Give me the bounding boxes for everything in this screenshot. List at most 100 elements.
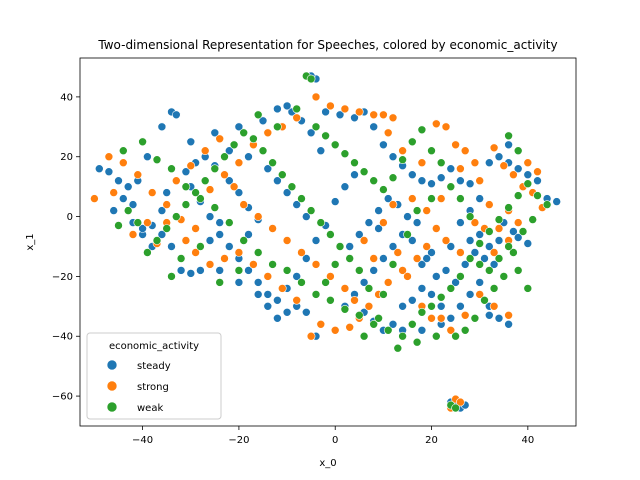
point-steady [446, 164, 456, 173]
x-tick-label: 0 [332, 435, 338, 446]
x-axis-label: x_0 [319, 458, 336, 469]
point-steady [523, 170, 533, 179]
point-steady [354, 230, 364, 239]
point-strong [436, 313, 446, 323]
point-steady [465, 179, 475, 188]
point-steady [292, 272, 302, 281]
point-steady [321, 107, 330, 117]
point-strong [470, 218, 480, 227]
point-weak [287, 182, 297, 191]
point-strong [186, 161, 196, 170]
point-weak [326, 295, 335, 305]
point-steady [489, 260, 499, 269]
point-weak [494, 254, 504, 263]
point-weak [427, 194, 436, 203]
point-strong [499, 161, 509, 170]
point-weak [470, 313, 480, 323]
point-steady [417, 176, 427, 185]
points-layer [90, 71, 562, 413]
legend-label: strong [137, 382, 169, 393]
point-weak [350, 158, 359, 167]
point-strong [239, 200, 248, 209]
point-weak [119, 146, 128, 155]
point-weak [210, 164, 220, 173]
point-steady [138, 224, 147, 233]
point-weak [518, 227, 528, 236]
point-steady [523, 239, 533, 248]
point-weak [533, 191, 542, 200]
point-strong [417, 158, 427, 167]
point-steady [484, 242, 494, 251]
legend-label: weak [137, 403, 163, 414]
point-weak [504, 131, 513, 141]
point-strong [128, 230, 138, 239]
point-strong [431, 224, 441, 233]
point-steady [436, 301, 446, 311]
point-weak [509, 248, 518, 257]
point-steady [114, 176, 123, 185]
point-strong [90, 194, 99, 203]
y-tick-label: 20 [60, 152, 73, 163]
point-steady [407, 170, 417, 179]
point-steady [210, 128, 220, 138]
point-weak [253, 248, 263, 257]
point-steady [157, 230, 167, 239]
point-strong [489, 143, 499, 153]
point-strong [277, 284, 287, 293]
point-strong [412, 254, 422, 263]
point-steady [273, 313, 282, 323]
point-weak [465, 254, 475, 263]
point-weak [277, 170, 287, 179]
point-strong [475, 176, 485, 185]
point-weak [412, 206, 422, 215]
point-strong [297, 248, 306, 257]
point-steady [494, 313, 504, 323]
point-strong [330, 325, 340, 335]
point-steady [282, 188, 292, 197]
point-strong [494, 224, 504, 233]
point-weak [176, 254, 186, 263]
point-strong [316, 319, 326, 329]
point-steady [379, 140, 388, 150]
point-weak [191, 188, 200, 197]
point-weak [398, 331, 407, 341]
point-strong [311, 92, 321, 102]
point-weak [398, 155, 407, 164]
point-strong [533, 167, 542, 176]
point-strong [489, 301, 499, 311]
point-steady [215, 266, 224, 275]
point-strong [200, 146, 210, 155]
point-weak [451, 331, 460, 341]
point-weak [388, 173, 398, 182]
point-steady [374, 206, 383, 215]
point-strong [369, 254, 379, 263]
y-tick-label: −40 [52, 332, 73, 343]
point-strong [509, 170, 518, 179]
point-steady [253, 290, 263, 299]
point-strong [340, 284, 350, 293]
point-strong [422, 242, 432, 251]
point-steady [465, 290, 475, 299]
point-strong [249, 260, 258, 269]
point-weak [523, 284, 533, 293]
point-steady [301, 254, 311, 263]
point-steady [244, 266, 253, 275]
point-steady [513, 164, 523, 173]
plot-frame [79, 57, 577, 427]
point-strong [364, 301, 374, 311]
point-strong [133, 170, 143, 179]
point-weak [436, 292, 446, 302]
point-strong [292, 295, 302, 305]
point-steady [345, 242, 355, 251]
point-strong [379, 110, 388, 120]
point-steady [157, 122, 167, 132]
point-strong [513, 218, 523, 227]
point-weak [292, 104, 302, 114]
point-weak [326, 230, 335, 239]
legend-entry-strong: strong [106, 380, 169, 393]
point-steady [301, 307, 311, 317]
point-steady [388, 152, 398, 161]
series-steady [95, 71, 562, 413]
point-steady [301, 212, 311, 221]
